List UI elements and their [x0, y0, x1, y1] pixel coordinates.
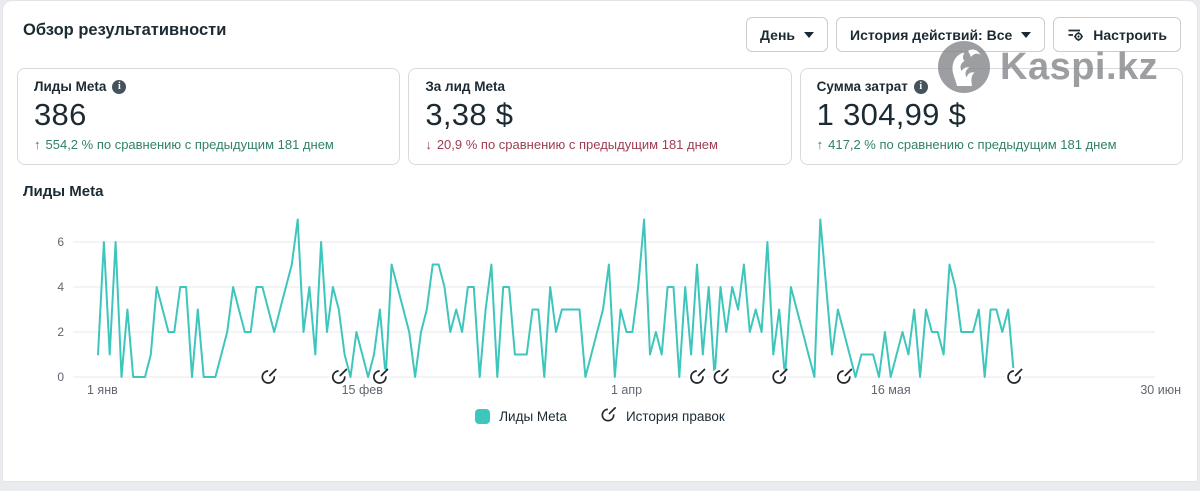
svg-text:6: 6 — [57, 235, 64, 249]
period-dropdown-label: День — [760, 26, 796, 43]
chart-legend: Лиды Meta История правок — [3, 406, 1197, 427]
metric-delta: ↑ 554,2 % по сравнению с предыдущим 181 … — [34, 137, 383, 152]
metric-card-cost-per-lead: За лид Meta 3,38 $ ↓ 20,9 % по сравнению… — [408, 68, 792, 165]
performance-overview-panel: Обзор результативности День История дейс… — [2, 0, 1198, 482]
customize-button[interactable]: Настроить — [1053, 17, 1181, 52]
metric-delta: ↑ 417,2 % по сравнению с предыдущим 181 … — [817, 137, 1166, 152]
metric-value: 1 304,99 $ — [816, 97, 967, 132]
chart-title: Лиды Meta — [23, 183, 104, 200]
metric-card-label-text: Сумма затрат — [816, 79, 908, 94]
arrow-down-icon: ↓ — [425, 137, 432, 152]
header-toolbar: День История действий: Все — [746, 17, 1181, 52]
metric-card-leads: Лиды Meta i 386 ↑ 554,2 % по сравнению с… — [17, 68, 401, 165]
metric-card-label-text: За лид Meta — [425, 79, 505, 94]
svg-text:4: 4 — [57, 280, 64, 294]
metric-delta-text: 417,2 % по сравнению с предыдущим 181 дн… — [828, 137, 1117, 152]
arrow-up-icon: ↑ — [816, 137, 824, 152]
page-title: Обзор результативности — [23, 21, 227, 39]
legend-label: История правок — [625, 409, 725, 424]
edit-history-icon — [599, 406, 617, 427]
svg-text:2: 2 — [57, 325, 64, 339]
metric-cards-row: Лиды Meta i 386 ↑ 554,2 % по сравнению с… — [17, 68, 1183, 165]
arrow-up-icon: ↑ — [34, 137, 41, 152]
svg-text:1 янв: 1 янв — [87, 383, 118, 397]
metric-delta: ↓ 20,9 % по сравнению с предыдущим 181 д… — [425, 137, 774, 152]
svg-text:15 фев: 15 фев — [342, 383, 384, 397]
customize-settings-icon — [1067, 26, 1084, 43]
action-history-label: История действий: Все — [850, 26, 1013, 43]
metric-card-label-text: Лиды Meta — [34, 79, 107, 94]
info-icon[interactable]: i — [913, 79, 928, 94]
legend-item-edit-history: История правок — [599, 406, 725, 427]
metric-card-label: За лид Meta — [425, 79, 774, 94]
svg-text:1 апр: 1 апр — [611, 383, 642, 397]
action-history-dropdown[interactable]: История действий: Все — [836, 17, 1046, 52]
legend-swatch — [475, 409, 491, 424]
metric-card-label: Сумма затрат i — [817, 79, 1166, 94]
customize-label: Настроить — [1093, 26, 1167, 43]
metric-delta-text: 554,2 % по сравнению с предыдущим 181 дн… — [45, 137, 334, 152]
svg-text:16 мая: 16 мая — [871, 383, 911, 397]
metric-card-label: Лиды Meta i — [34, 79, 383, 94]
metric-value: 3,38 $ — [425, 97, 514, 132]
svg-text:0: 0 — [57, 370, 64, 384]
chevron-down-icon — [1021, 32, 1032, 38]
metric-value: 386 — [34, 97, 87, 132]
period-dropdown[interactable]: День — [746, 17, 829, 52]
info-icon[interactable]: i — [112, 79, 127, 94]
metric-card-amount-spent: Сумма затрат i 1 304,99 $ ↑ 417,2 % по с… — [799, 68, 1183, 165]
chevron-down-icon — [804, 32, 815, 38]
panel-header: Обзор результативности День История дейс… — [3, 1, 1197, 52]
legend-label: Лиды Meta — [499, 409, 567, 424]
metric-delta-text: 20,9 % по сравнению с предыдущим 181 дне… — [436, 137, 718, 152]
legend-item-leads: Лиды Meta — [475, 409, 567, 424]
leads-chart: 0 2 4 6 1 янв 15 фев 1 апр 16 мая 30 июн — [3, 202, 1197, 400]
svg-text:30 июн: 30 июн — [1140, 383, 1181, 397]
